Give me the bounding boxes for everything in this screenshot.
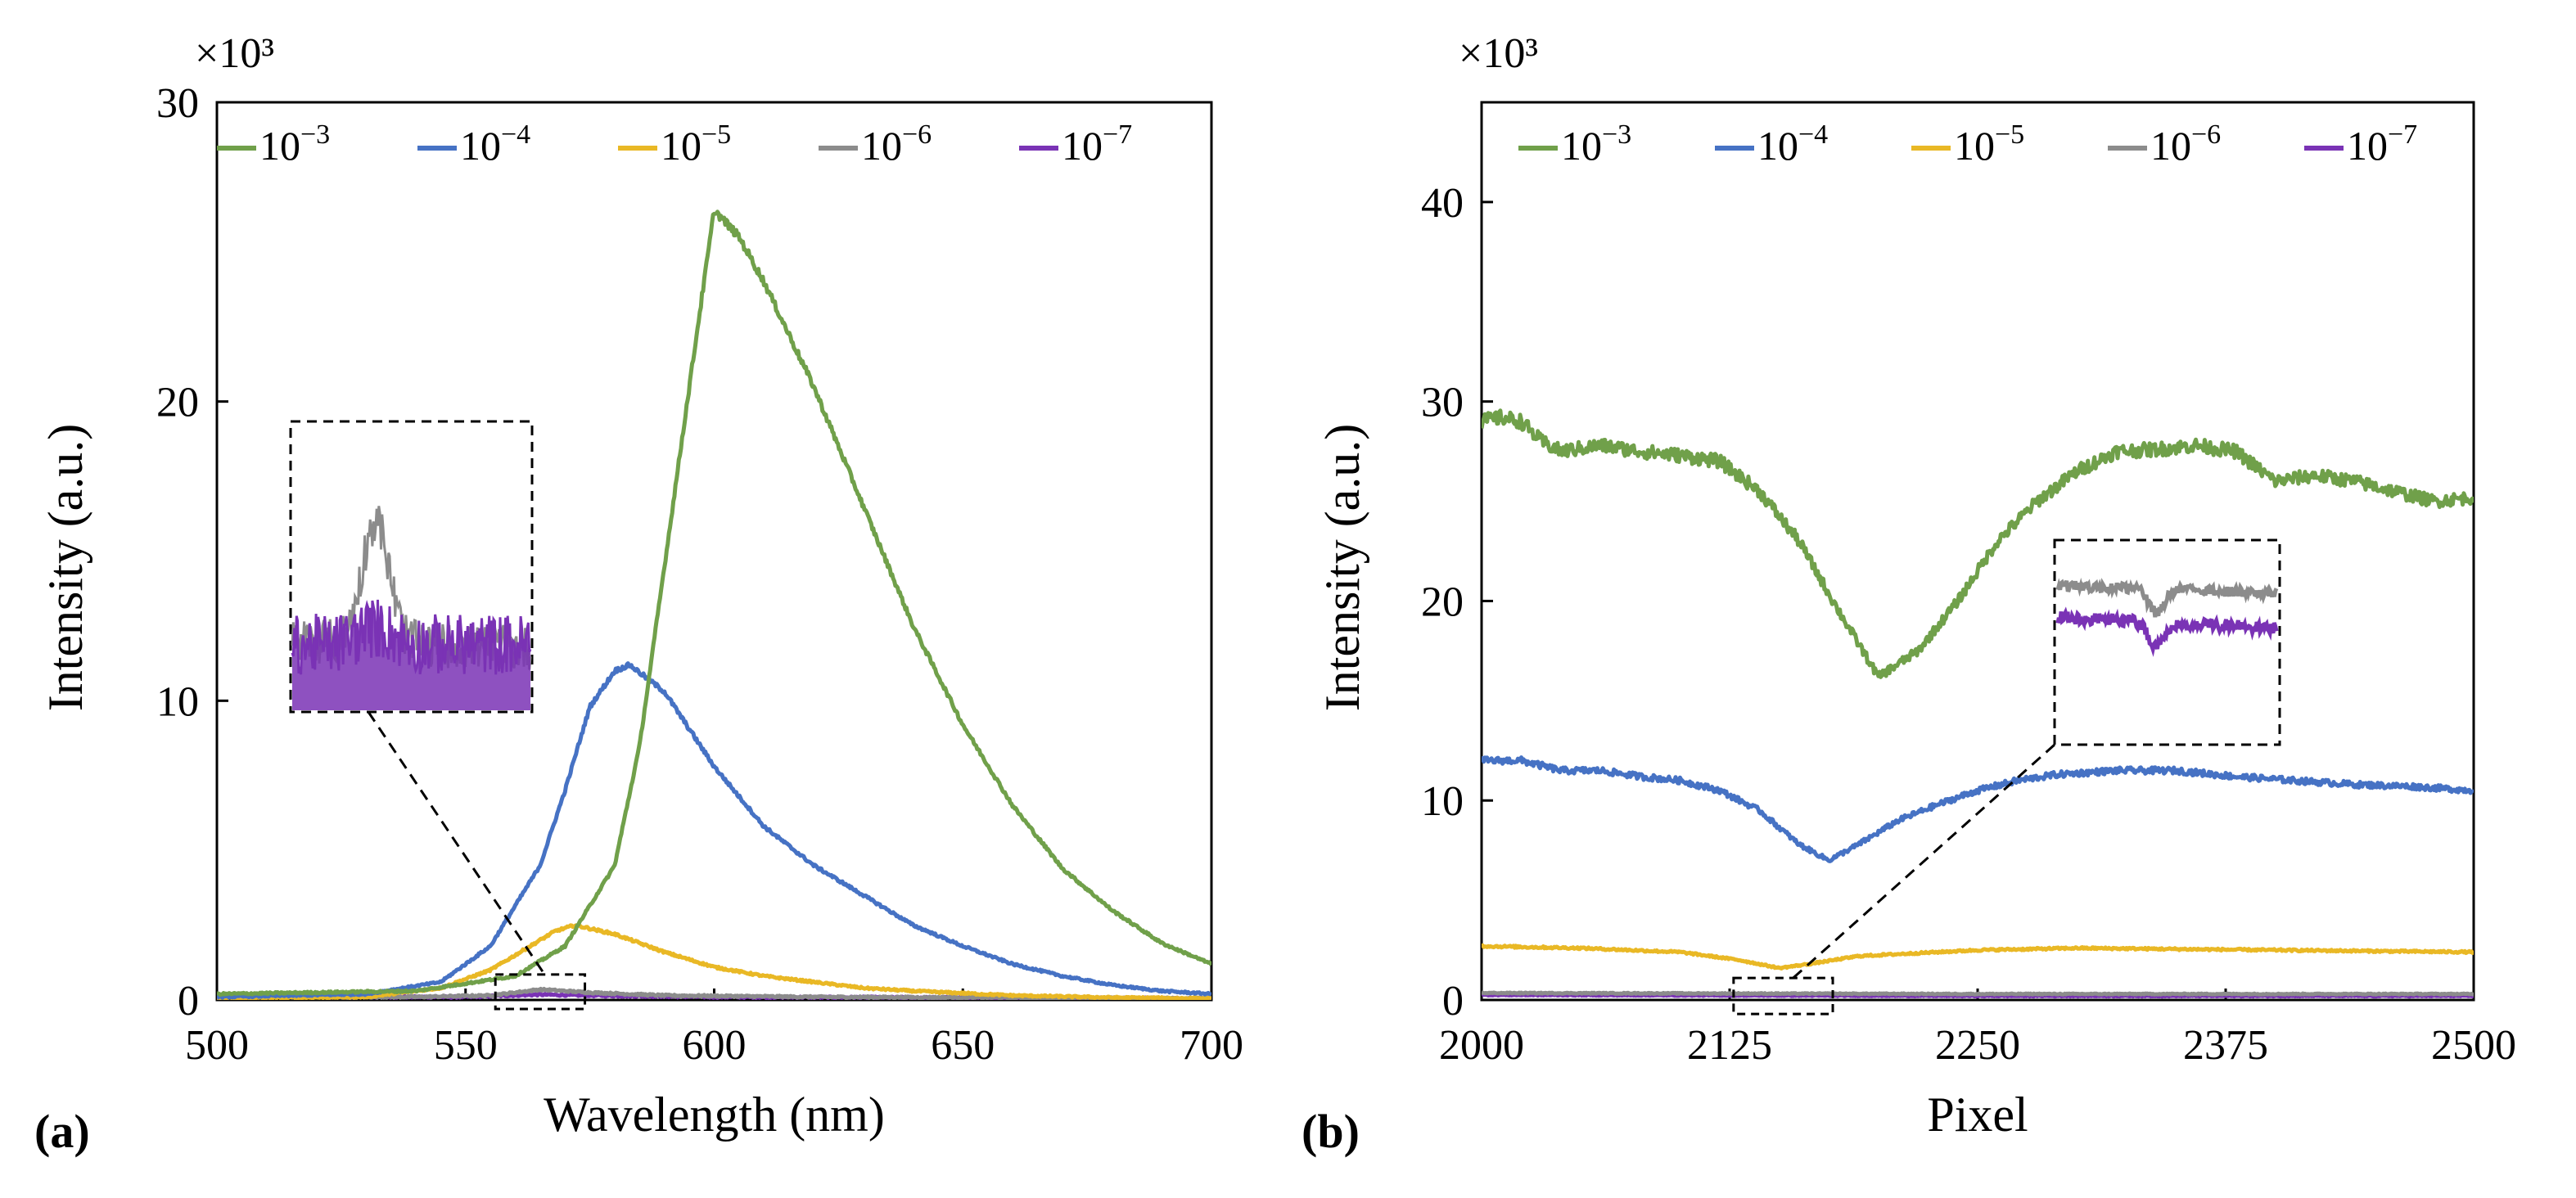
x-tick-label: 700	[1180, 1022, 1243, 1069]
x-tick-label: 550	[434, 1022, 498, 1069]
y-tick-label: 20	[1421, 579, 1464, 625]
series-line-0	[217, 209, 1211, 998]
series-lines	[217, 209, 1211, 1000]
series-line-2	[1482, 943, 2474, 971]
legend-label: 10−6	[861, 119, 932, 169]
y-tick-label: 0	[1442, 978, 1464, 1025]
legend-label: 10−5	[661, 119, 731, 169]
legend-label: 10−6	[2150, 119, 2221, 169]
y-tick-label: 40	[1421, 180, 1464, 227]
zoom-inset	[289, 420, 587, 1011]
y-tick-label: 30	[1421, 380, 1464, 426]
legend: 10−3 10−4 10−5 10−6 10−7	[1518, 119, 2417, 169]
series-line-0	[1482, 408, 2474, 679]
series-line-1	[1482, 755, 2474, 863]
series-line-1	[217, 661, 1211, 1000]
x-tick-label: 600	[683, 1022, 747, 1069]
y-tick-label: 0	[178, 978, 199, 1025]
zoom-inset	[1732, 538, 2281, 1016]
legend-label: 10−5	[1954, 119, 2024, 169]
series-line-2	[217, 922, 1211, 1000]
x-tick-label: 500	[185, 1022, 249, 1069]
inset-line-gray	[2055, 577, 2279, 618]
legend: 10−3 10−4 10−5 10−6 10−7	[217, 119, 1132, 169]
inset-box	[2053, 538, 2281, 746]
y-tick-label: 20	[156, 380, 199, 426]
x-tick-label: 2000	[1439, 1022, 1524, 1069]
legend-label: 10−4	[1757, 119, 1828, 169]
zoom-selection-box	[1732, 976, 1834, 1016]
y-multiplier-label: ×10³	[195, 30, 274, 77]
y-tick-label: 10	[1421, 778, 1464, 825]
zoom-selection-box	[494, 973, 587, 1011]
inset-area-purple	[292, 599, 530, 710]
inset-line-purple	[2055, 606, 2279, 657]
panel-label: (a)	[34, 1105, 90, 1158]
x-tick-label: 2250	[1935, 1022, 2020, 1069]
zoom-connector	[367, 711, 546, 975]
x-tick-label: 650	[931, 1022, 995, 1069]
y-multiplier-label: ×10³	[1459, 30, 1538, 77]
legend-label: 10−7	[1062, 119, 1132, 169]
legend-label: 10−7	[2347, 119, 2417, 169]
y-axis-label: Intensity (a.u.)	[38, 424, 92, 712]
zoom-connector	[1792, 743, 2055, 980]
chart-panel-b: 2000 2125 2250 2375 2500 0 10 20 30 40 Pixel Intens…	[1302, 30, 2516, 1158]
x-tick-label: 2375	[2183, 1022, 2268, 1069]
x-axis-label: Pixel	[1927, 1088, 2028, 1142]
legend-label: 10−4	[460, 119, 530, 169]
panel-label: (b)	[1302, 1105, 1360, 1158]
y-axis-label: Intensity (a.u.)	[1315, 424, 1369, 712]
x-tick-label: 2125	[1687, 1022, 1772, 1069]
x-axis-label: Wavelength (nm)	[544, 1088, 885, 1142]
legend-label: 10−3	[259, 119, 330, 169]
plot-frame	[1480, 101, 2475, 1002]
chart-panel-a: 500 550 600 650 700 0 10 20 30 Wavelength (nm) Int…	[34, 30, 1243, 1158]
series-line-3	[1482, 990, 2474, 997]
series-lines	[1482, 408, 2474, 999]
y-tick-label: 10	[156, 678, 199, 725]
y-tick-label: 30	[156, 80, 199, 127]
legend-label: 10−3	[1561, 119, 1631, 169]
x-tick-label: 2500	[2431, 1022, 2516, 1069]
